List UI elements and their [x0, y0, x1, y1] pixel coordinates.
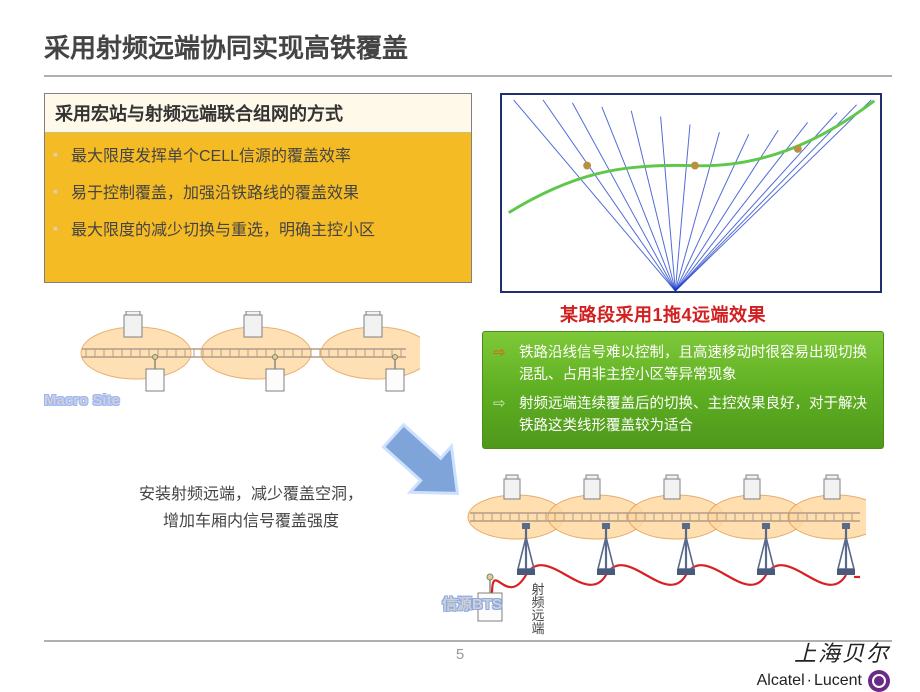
after-network-diagram	[446, 473, 866, 623]
rf-remote-vertical-label: 射 频 远 端	[530, 583, 546, 635]
title-underline	[44, 75, 892, 77]
slide-content: 采用宏站与射频远端联合组网的方式 最大限度发挥单个CELL信源的覆盖效率 易于控…	[0, 93, 920, 653]
logo-lucent: Lucent	[814, 672, 862, 690]
macro-site-label: Macro Site	[44, 392, 120, 409]
logo-dot: ·	[807, 672, 812, 690]
yellow-box-list: 最大限度发挥单个CELL信源的覆盖效率 易于控制覆盖，加强沿铁路线的覆盖效果 最…	[45, 133, 471, 265]
yellow-item-3: 最大限度的减少切换与重选，明确主控小区	[71, 217, 457, 244]
yellow-item-2: 易于控制覆盖，加强沿铁路线的覆盖效果	[71, 180, 457, 207]
slide-title: 采用射频远端协同实现高铁覆盖	[0, 0, 920, 75]
yellow-item-1: 最大限度发挥单个CELL信源的覆盖效率	[71, 143, 457, 170]
arrow-right-icon: ⇨	[493, 342, 509, 365]
green-item-2: ⇨ 射频远端连续覆盖后的切换、主控效果良好，对于解决铁路这类线形覆盖较为适合	[493, 393, 871, 438]
note-line-2: 增加车厢内信号覆盖强度	[163, 513, 339, 530]
green-item-1: ⇨ 铁路沿线信号难以控制，且高速移动时很容易出现切换混乱、占用非主控小区等异常现…	[493, 342, 871, 387]
note-line-1: 安装射频远端，减少覆盖空洞，	[139, 486, 363, 503]
green-highlight-box: ⇨ 铁路沿线信号难以控制，且高速移动时很容易出现切换混乱、占用非主控小区等异常现…	[482, 331, 884, 449]
coverage-map-svg	[502, 95, 880, 291]
coverage-caption: 某路段采用1拖4远端效果	[560, 301, 766, 327]
logo-english: Alcatel · Lucent	[757, 670, 890, 692]
coverage-map-image	[500, 93, 882, 293]
green-text-1: 铁路沿线信号难以控制，且高速移动时很容易出现切换混乱、占用非主控小区等异常现象	[519, 342, 871, 387]
yellow-box-heading: 采用宏站与射频远端联合组网的方式	[45, 94, 471, 133]
logo-chinese: 上海贝尔	[757, 636, 890, 668]
rf-remote-char-4: 端	[531, 621, 544, 636]
arrow-right-icon: ⇨	[493, 393, 509, 416]
green-text-2: 射频远端连续覆盖后的切换、主控效果良好，对于解决铁路这类线形覆盖较为适合	[519, 393, 871, 438]
company-logo: 上海贝尔 Alcatel · Lucent	[757, 636, 890, 692]
logo-alcatel: Alcatel	[757, 672, 805, 690]
yellow-feature-box: 采用宏站与射频远端联合组网的方式 最大限度发挥单个CELL信源的覆盖效率 易于控…	[44, 93, 472, 283]
install-note: 安装射频远端，减少覆盖空洞， 增加车厢内信号覆盖强度	[96, 481, 406, 535]
before-network-diagram	[76, 311, 420, 419]
logo-ring-icon	[868, 670, 890, 692]
signal-bts-label: 信源BTS	[442, 593, 502, 614]
